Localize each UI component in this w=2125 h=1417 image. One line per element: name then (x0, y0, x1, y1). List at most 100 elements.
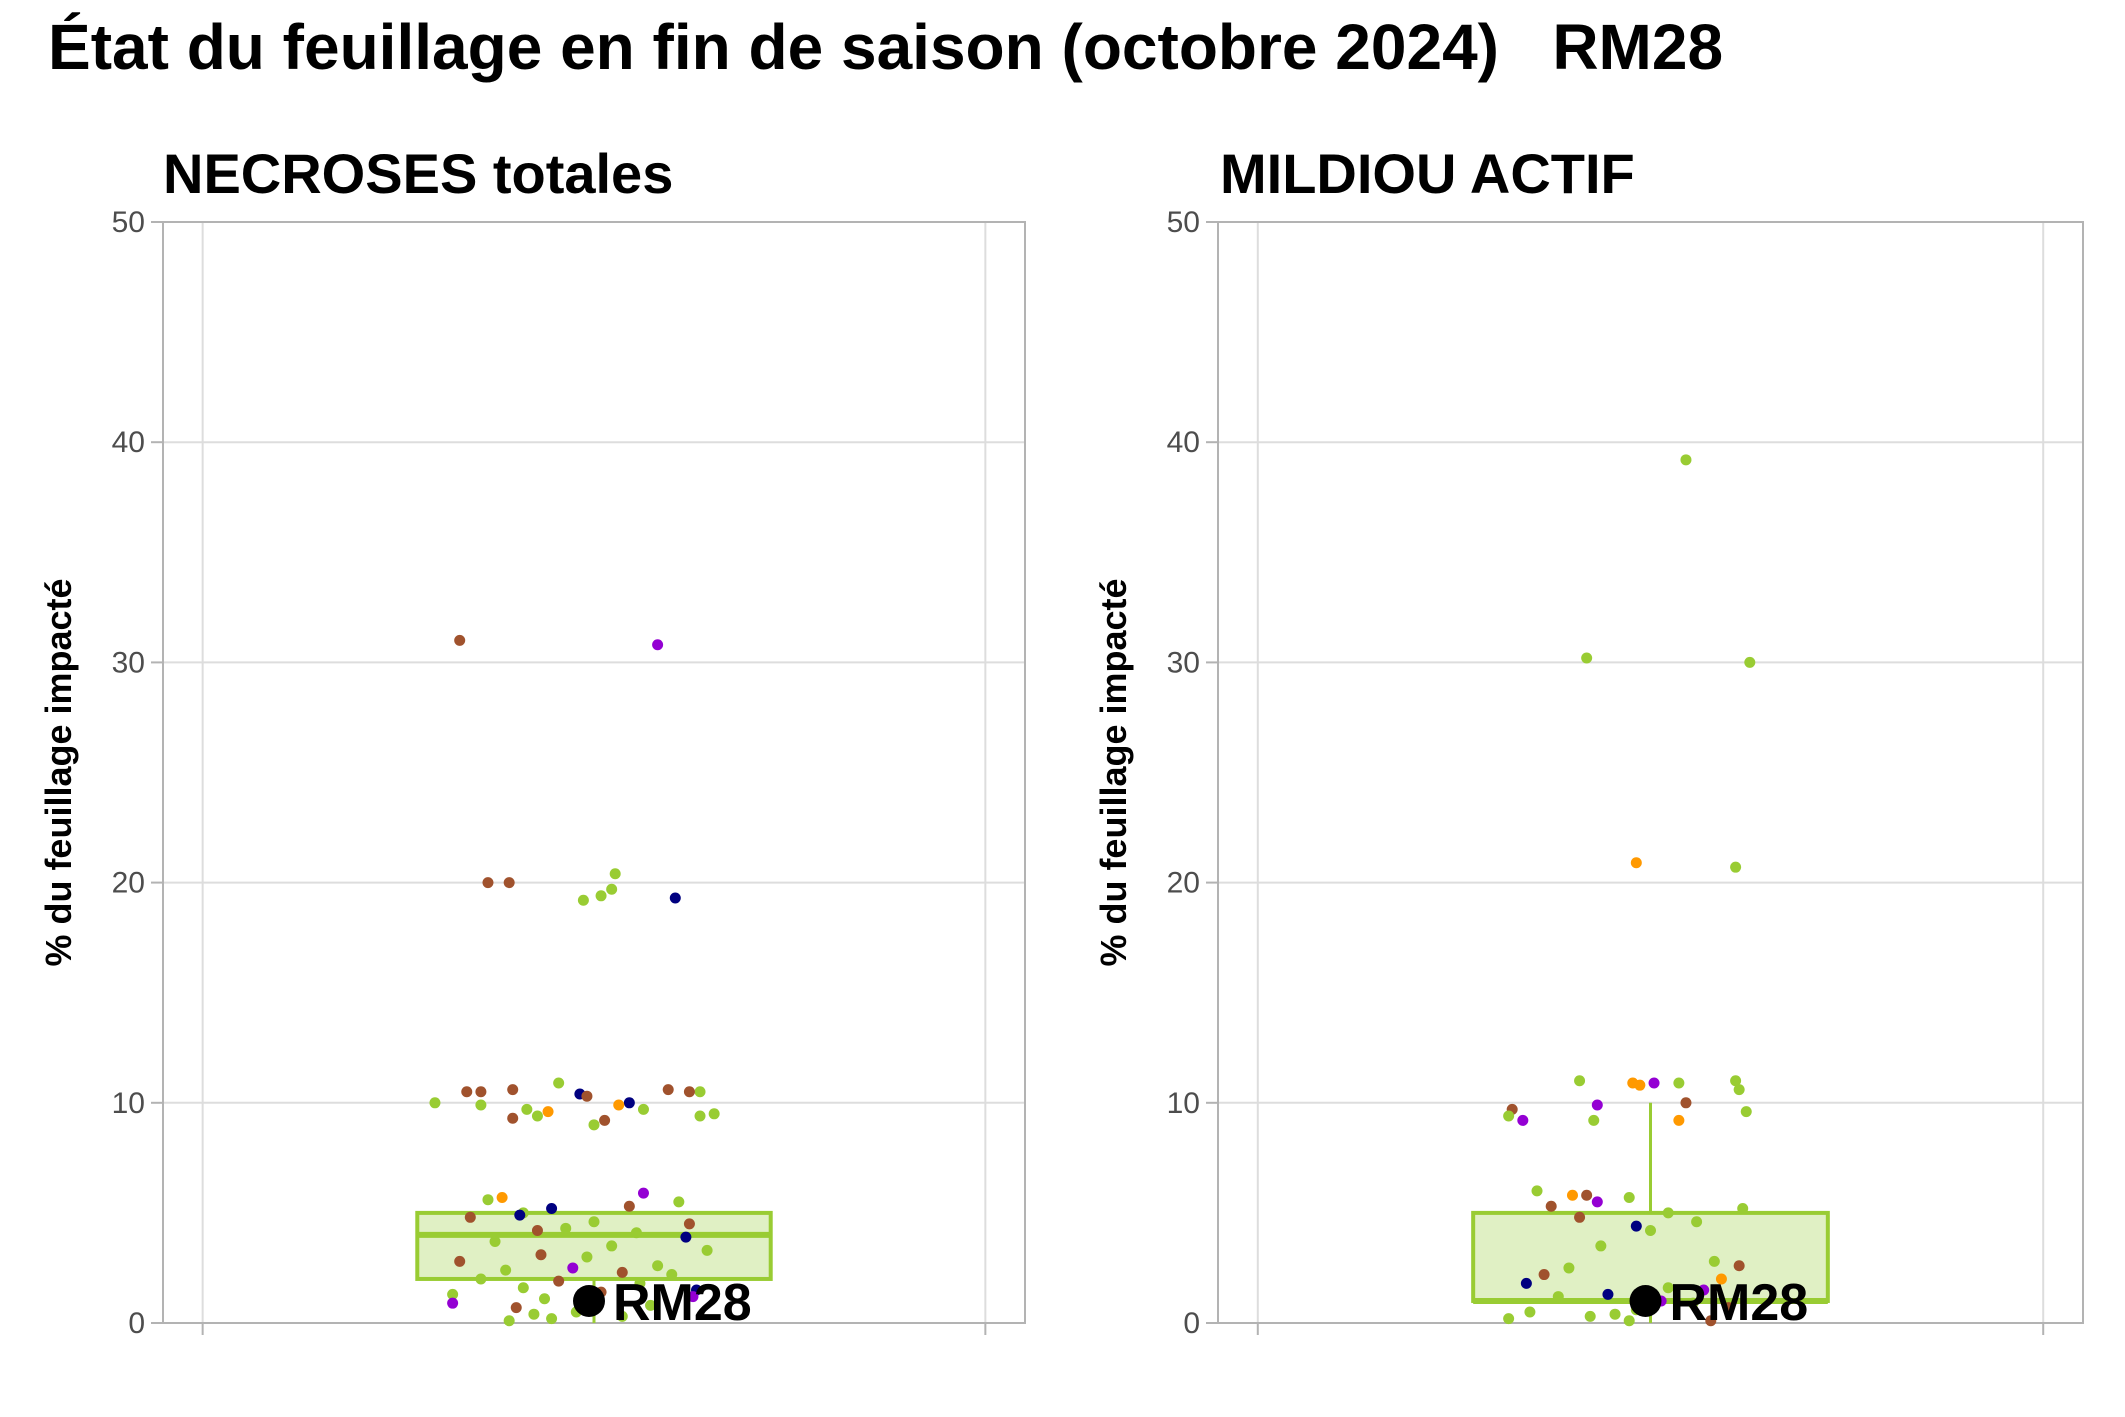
data-point (528, 1308, 540, 1320)
data-point (507, 1084, 519, 1096)
data-point (1740, 1106, 1752, 1118)
data-point (510, 1302, 522, 1314)
data-point (496, 1191, 508, 1203)
data-point (577, 894, 589, 906)
data-point (1545, 1200, 1557, 1212)
data-point (1609, 1308, 1621, 1320)
data-point (1602, 1288, 1614, 1300)
data-point (581, 1251, 593, 1263)
y-tick-label: 10 (1167, 1087, 1200, 1120)
data-point (1723, 1302, 1735, 1314)
data-point (1680, 1097, 1692, 1109)
y-tick-label: 40 (1167, 426, 1200, 459)
data-point (475, 1273, 487, 1285)
chart-panel-mildiou: MILDIOU ACTIF 0 10 20 30 40 50 % du feuillage i… (1093, 142, 2084, 1340)
data-point (461, 1086, 473, 1098)
data-point (1730, 861, 1742, 873)
data-point (531, 1225, 543, 1237)
data-point (1503, 1313, 1515, 1325)
data-point (1673, 1114, 1685, 1126)
data-point (542, 1106, 554, 1118)
data-point (482, 877, 494, 889)
data-point (595, 890, 607, 902)
highlight-label: RM28 (613, 1274, 752, 1332)
data-point (447, 1288, 459, 1300)
data-point (701, 1244, 713, 1256)
data-point (454, 634, 466, 646)
data-point (637, 1187, 649, 1199)
data-point (1623, 1315, 1635, 1327)
data-point (1715, 1273, 1727, 1285)
data-point (1584, 1310, 1596, 1322)
data-point (1634, 1079, 1646, 1091)
data-point (683, 1218, 695, 1230)
data-point (680, 1231, 692, 1243)
data-point (652, 1260, 664, 1272)
data-point (1538, 1269, 1550, 1281)
data-point (1733, 1260, 1745, 1272)
data-point (1630, 857, 1642, 869)
data-point (475, 1099, 487, 1111)
data-point (630, 1227, 642, 1239)
highlight-point (573, 1284, 605, 1317)
data-point (1520, 1277, 1532, 1289)
y-tick-label: 0 (1183, 1307, 1200, 1340)
data-point (1623, 1191, 1635, 1203)
data-point (669, 892, 681, 904)
data-point (1591, 1099, 1603, 1111)
data-point (606, 883, 618, 895)
data-point (581, 1090, 593, 1102)
highlight-point (1629, 1284, 1662, 1317)
y-tick-label: 50 (1167, 206, 1200, 239)
data-point (588, 1119, 600, 1131)
data-point (637, 1103, 649, 1115)
data-point (1574, 1075, 1586, 1087)
data-point (546, 1313, 558, 1325)
data-point (1503, 1110, 1515, 1122)
y-tick-label: 30 (1167, 646, 1200, 679)
data-point (546, 1202, 558, 1214)
data-point (517, 1282, 529, 1294)
data-point (694, 1086, 706, 1098)
data-point (634, 1277, 646, 1289)
data-point (1552, 1291, 1564, 1303)
data-point (623, 1200, 635, 1212)
data-point (447, 1297, 459, 1309)
data-point (475, 1086, 487, 1098)
data-point (1591, 1196, 1603, 1208)
data-point (1645, 1225, 1656, 1237)
y-tick-label: 50 (112, 206, 145, 239)
data-point (1581, 1189, 1593, 1201)
data-point (1662, 1282, 1674, 1294)
data-point (1531, 1185, 1543, 1197)
plot-frame (162, 221, 1026, 1324)
y-tick-label: 20 (112, 867, 145, 900)
data-point (708, 1108, 720, 1120)
data-point (539, 1293, 551, 1305)
data-point (616, 1266, 628, 1278)
y-tick-label: 30 (112, 646, 145, 679)
data-point (1662, 1207, 1674, 1219)
data-point (666, 1269, 678, 1281)
data-point (613, 1099, 625, 1111)
data-point (1581, 652, 1593, 664)
data-point (500, 1264, 512, 1276)
data-point (454, 1255, 466, 1267)
data-point (588, 1216, 600, 1228)
data-point (507, 1112, 519, 1124)
data-point (1680, 454, 1692, 466)
data-point (1698, 1284, 1710, 1296)
data-point (1733, 1084, 1745, 1096)
data-point (1524, 1306, 1536, 1318)
data-point (1566, 1189, 1578, 1201)
data-point (553, 1077, 565, 1089)
data-point (683, 1086, 695, 1098)
data-point (1588, 1114, 1600, 1126)
data-point (694, 1110, 706, 1122)
data-point (567, 1262, 579, 1274)
data-point (514, 1209, 526, 1221)
y-tick-label: 0 (128, 1307, 145, 1340)
y-tick-label: 10 (112, 1087, 145, 1120)
data-point (1648, 1077, 1660, 1089)
